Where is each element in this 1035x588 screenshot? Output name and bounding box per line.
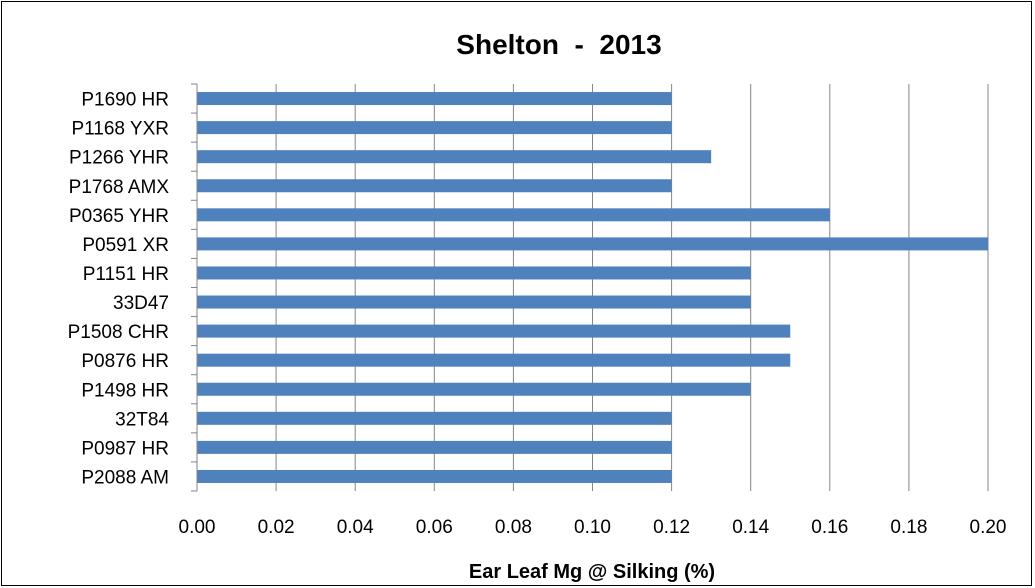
category-label: 32T84: [115, 409, 169, 430]
category-label: P2088 AM: [81, 467, 169, 488]
chart-title: Shelton - 2013: [456, 29, 661, 60]
category-label: P1508 CHR: [68, 322, 169, 343]
category-label: P0365 YHR: [69, 206, 169, 227]
x-tick-label: 0.14: [732, 517, 769, 538]
category-layer: P1690 HR P1168 YXR P1266 YHR P1768 AMX P0365…: [68, 90, 170, 489]
bar: [197, 266, 751, 280]
bar: [197, 440, 672, 454]
bar: [197, 208, 830, 222]
category-label: P0987 HR: [81, 438, 169, 459]
x-tick-label: 0.12: [653, 517, 690, 538]
category-label: P1498 HR: [81, 380, 169, 401]
x-tick-label: 0.20: [970, 517, 1007, 538]
category-label: P0591 XR: [82, 235, 169, 256]
bar: [197, 469, 672, 483]
category-label: P1690 HR: [81, 90, 169, 111]
bar: [197, 295, 751, 309]
x-tick-label: 0.08: [495, 517, 532, 538]
x-tick-label: 0.06: [416, 517, 453, 538]
bar: [197, 353, 791, 367]
grid-layer: [275, 84, 989, 491]
bar: [197, 382, 751, 396]
category-label: P1266 YHR: [69, 148, 169, 169]
bar: [197, 92, 672, 106]
x-tick-label: 0.16: [811, 517, 848, 538]
bar: [197, 237, 988, 251]
category-label: P0876 HR: [81, 351, 169, 372]
category-label: 33D47: [113, 293, 169, 314]
category-label: P1768 AMX: [69, 177, 170, 198]
bar: [197, 121, 672, 135]
bar: [197, 411, 672, 425]
x-tick-label: 0.02: [258, 517, 295, 538]
tick-layer: 0.00 0.02 0.04 0.06 0.08 0.10 0.12 0.14 0.16 0.18…: [179, 517, 1007, 538]
x-axis-label: Ear Leaf Mg @ Silking (%): [469, 561, 715, 583]
bar: [197, 324, 791, 338]
bar: [197, 179, 672, 193]
x-tick-label: 0.04: [337, 517, 374, 538]
bar-layer: [197, 92, 988, 483]
bar: [197, 150, 712, 164]
x-tick-label: 0.18: [890, 517, 927, 538]
category-label: P1151 HR: [83, 264, 169, 285]
x-tick-label: 0.00: [179, 517, 216, 538]
axis-layer: [191, 83, 198, 492]
category-label: P1168 YXR: [71, 119, 169, 140]
x-tick-label: 0.10: [574, 517, 611, 538]
